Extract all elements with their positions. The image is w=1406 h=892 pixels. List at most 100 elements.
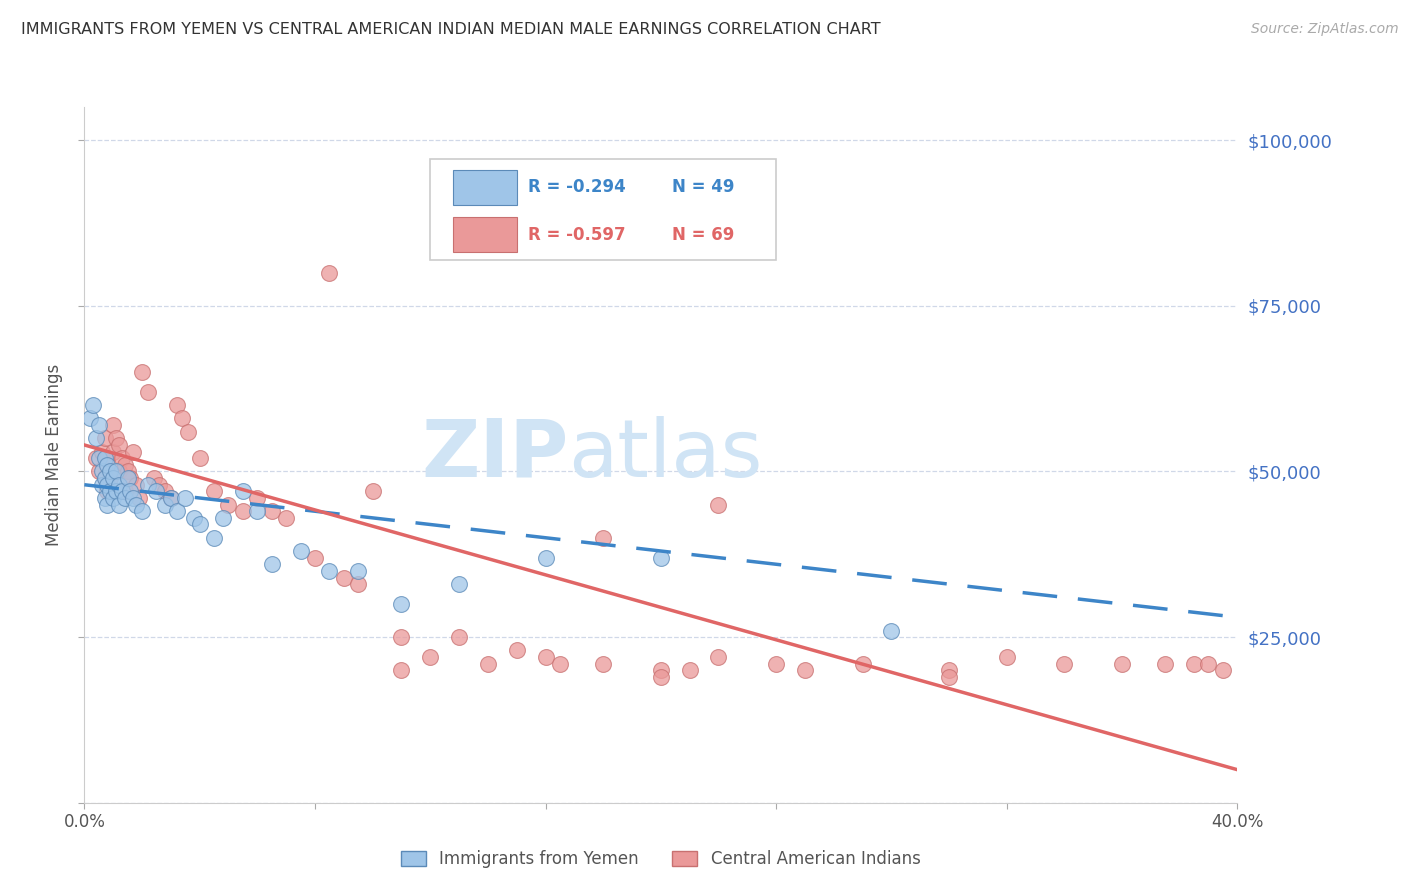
Text: N = 69: N = 69 xyxy=(672,226,735,244)
Point xyxy=(174,491,197,505)
Point xyxy=(218,498,240,512)
Point xyxy=(246,491,269,505)
Point xyxy=(93,471,115,485)
Point xyxy=(260,504,283,518)
Point xyxy=(84,431,107,445)
Point xyxy=(93,431,115,445)
Point xyxy=(120,471,142,485)
Point xyxy=(211,511,233,525)
Point xyxy=(122,491,145,505)
Point xyxy=(93,451,115,466)
Y-axis label: Median Male Earnings: Median Male Earnings xyxy=(45,364,63,546)
Point xyxy=(148,477,170,491)
Point xyxy=(96,451,118,466)
Point xyxy=(105,465,128,479)
Point xyxy=(114,484,136,499)
Point xyxy=(995,650,1018,665)
Point xyxy=(82,398,104,412)
Point xyxy=(1154,657,1177,671)
Point xyxy=(122,444,145,458)
FancyBboxPatch shape xyxy=(453,218,517,252)
Point xyxy=(108,498,131,512)
Point xyxy=(98,471,121,485)
Point xyxy=(794,663,817,677)
Point xyxy=(172,411,194,425)
Text: IMMIGRANTS FROM YEMEN VS CENTRAL AMERICAN INDIAN MEDIAN MALE EARNINGS CORRELATIO: IMMIGRANTS FROM YEMEN VS CENTRAL AMERICA… xyxy=(21,22,880,37)
Point xyxy=(103,418,125,433)
Point xyxy=(145,484,167,499)
Text: N = 49: N = 49 xyxy=(672,178,735,196)
Point xyxy=(153,498,176,512)
Point xyxy=(111,484,134,499)
Point xyxy=(650,550,672,565)
Point xyxy=(136,384,159,399)
Text: atlas: atlas xyxy=(568,416,763,494)
Point xyxy=(880,624,903,638)
Point xyxy=(1198,657,1220,671)
Point xyxy=(1053,657,1076,671)
Point xyxy=(108,438,131,452)
Point xyxy=(304,550,326,565)
Point xyxy=(290,544,312,558)
Point xyxy=(765,657,787,671)
Point xyxy=(131,504,153,518)
Point xyxy=(592,531,614,545)
Point xyxy=(361,484,384,499)
Point xyxy=(332,570,354,584)
Point xyxy=(117,471,139,485)
Point xyxy=(260,558,283,572)
Point xyxy=(128,491,150,505)
Point xyxy=(105,484,128,499)
Point xyxy=(98,465,121,479)
Point xyxy=(188,517,211,532)
Point xyxy=(166,504,188,518)
Point xyxy=(105,431,128,445)
Point xyxy=(114,458,136,472)
Point xyxy=(160,491,183,505)
Point xyxy=(125,477,148,491)
Point xyxy=(506,643,529,657)
Point xyxy=(188,451,211,466)
Text: R = -0.294: R = -0.294 xyxy=(529,178,626,196)
Point xyxy=(93,491,115,505)
Point xyxy=(534,650,557,665)
Point xyxy=(852,657,875,671)
Point xyxy=(142,471,165,485)
Point xyxy=(347,564,370,578)
Point xyxy=(96,458,118,472)
Point xyxy=(650,670,672,684)
Point xyxy=(153,484,176,499)
FancyBboxPatch shape xyxy=(453,170,517,205)
Point xyxy=(938,663,960,677)
Point xyxy=(103,444,125,458)
Point xyxy=(202,484,225,499)
Point xyxy=(111,451,134,466)
Point xyxy=(136,477,159,491)
Point xyxy=(96,484,118,499)
Point xyxy=(103,491,125,505)
Point xyxy=(318,564,340,578)
Point xyxy=(347,577,370,591)
Point xyxy=(707,650,730,665)
Point xyxy=(592,657,614,671)
Text: ZIP: ZIP xyxy=(422,416,568,494)
Point xyxy=(232,504,254,518)
Text: R = -0.597: R = -0.597 xyxy=(529,226,626,244)
FancyBboxPatch shape xyxy=(430,159,776,260)
Point xyxy=(166,398,188,412)
Point xyxy=(1212,663,1234,677)
Point xyxy=(108,465,131,479)
Point xyxy=(87,465,110,479)
Point xyxy=(114,491,136,505)
Point xyxy=(391,630,413,644)
Point xyxy=(548,657,571,671)
Point xyxy=(87,418,110,433)
Point xyxy=(117,465,139,479)
Point xyxy=(183,511,205,525)
Point xyxy=(90,477,112,491)
Point xyxy=(90,465,112,479)
Text: Source: ZipAtlas.com: Source: ZipAtlas.com xyxy=(1251,22,1399,37)
Point xyxy=(79,411,101,425)
Point xyxy=(419,650,441,665)
Point xyxy=(318,266,340,280)
